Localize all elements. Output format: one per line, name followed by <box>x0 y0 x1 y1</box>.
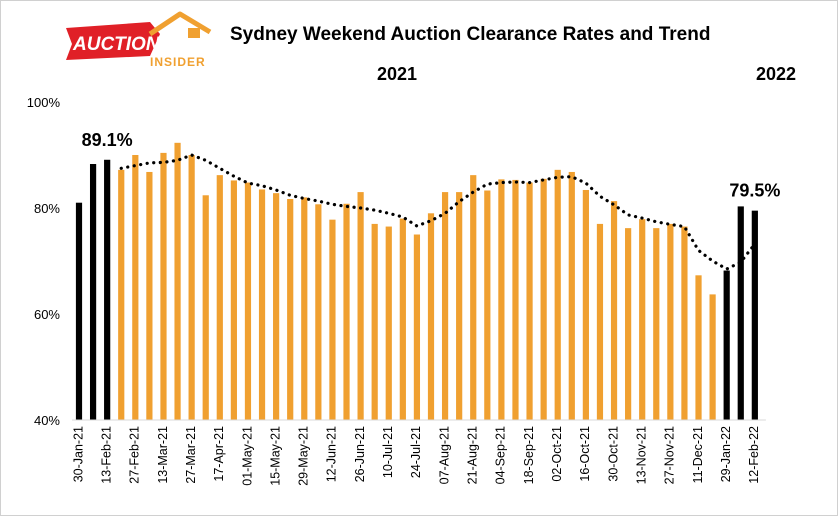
bar <box>639 219 646 420</box>
bar <box>526 182 533 420</box>
x-tick-label: 24-Jul-21 <box>409 426 423 478</box>
x-tick-label: 17-Apr-21 <box>212 426 226 482</box>
bar <box>610 201 618 420</box>
y-tick-label: 80% <box>34 201 60 216</box>
bar <box>104 159 111 420</box>
bar <box>498 179 505 420</box>
bar <box>427 213 435 420</box>
bar <box>470 175 477 420</box>
bar <box>723 270 730 420</box>
bar <box>174 142 181 420</box>
bar <box>667 223 674 420</box>
logo-word-auction: AUCTION <box>72 34 161 55</box>
x-tick-label: 04-Sep-21 <box>494 426 508 484</box>
bar <box>709 294 716 420</box>
x-tick-label: 10-Jul-21 <box>381 426 395 478</box>
auction-insider-logo: AUCTION INSIDER <box>66 11 212 69</box>
data-annotations: 89.1% 79.5% <box>82 130 781 201</box>
bar <box>695 275 702 420</box>
bar <box>75 202 83 420</box>
x-tick-label: 11-Dec-21 <box>691 426 705 483</box>
year-label-2022: 2022 <box>756 64 796 84</box>
y-tick-label: 40% <box>34 413 60 428</box>
x-tick-label: 27-Mar-21 <box>184 426 198 484</box>
bar <box>385 226 392 420</box>
y-tick-label: 60% <box>34 307 60 322</box>
trend-line <box>119 153 757 271</box>
bar <box>653 228 660 420</box>
x-tick-label: 15-May-21 <box>268 426 282 486</box>
x-tick-label: 27-Nov-21 <box>663 426 677 484</box>
bar <box>160 152 167 420</box>
bar <box>258 189 266 420</box>
x-tick-label: 13-Mar-21 <box>156 426 170 484</box>
bar <box>188 155 195 420</box>
x-tick-label: 12-Jun-21 <box>325 426 339 482</box>
bar <box>681 226 688 420</box>
bar <box>582 189 589 420</box>
x-tick-label: 12-Feb-22 <box>747 426 761 484</box>
bar <box>244 182 252 420</box>
bar <box>554 169 561 420</box>
x-tick-label: 26-Jun-21 <box>353 426 367 482</box>
x-tick-label: 07-Aug-21 <box>437 426 451 484</box>
bar <box>371 223 378 420</box>
bar <box>512 179 519 420</box>
bar <box>301 197 308 420</box>
bar <box>413 234 421 420</box>
bar <box>540 178 547 420</box>
x-axis: 30-Jan-21 13-Feb-21 27-Feb-21 13-Mar-21 27-M… <box>71 419 766 486</box>
x-tick-label: 18-Sep-21 <box>522 426 536 484</box>
bar <box>399 218 406 420</box>
bar <box>118 169 125 420</box>
bar <box>132 155 139 420</box>
bar <box>596 223 604 420</box>
bar <box>273 193 280 420</box>
bar <box>625 228 632 420</box>
chart-title: Sydney Weekend Auction Clearance Rates a… <box>230 24 710 45</box>
bar <box>230 180 237 420</box>
bar <box>216 175 223 420</box>
year-label-2021: 2021 <box>377 64 417 84</box>
bar <box>751 210 758 420</box>
x-tick-label: 02-Oct-21 <box>550 426 564 482</box>
y-tick-label: 100% <box>27 95 61 110</box>
x-tick-label: 30-Oct-21 <box>606 426 620 482</box>
x-tick-label: 21-Aug-21 <box>466 426 480 484</box>
logo-house-icon <box>188 28 200 38</box>
bar <box>357 192 364 420</box>
x-tick-label: 29-May-21 <box>297 426 311 486</box>
bar <box>343 203 350 420</box>
x-tick-label: 29-Jan-22 <box>719 426 733 482</box>
bar <box>568 171 575 420</box>
bar <box>329 219 336 420</box>
x-tick-label: 30-Jan-21 <box>71 426 85 482</box>
data-label: 89.1% <box>82 130 133 150</box>
x-tick-label: 27-Feb-21 <box>128 426 142 484</box>
bar <box>89 164 97 420</box>
bar <box>484 190 491 420</box>
logo-word-insider: INSIDER <box>150 55 206 69</box>
bar <box>146 171 153 420</box>
logo-roof-icon <box>148 11 212 37</box>
bar <box>737 206 744 420</box>
bar <box>441 192 449 420</box>
bar <box>315 204 322 420</box>
x-tick-label: 01-May-21 <box>240 426 254 486</box>
y-axis: 40% 60% 80% 100% <box>27 95 61 428</box>
data-label: 79.5% <box>729 181 780 201</box>
x-tick-label: 13-Feb-21 <box>99 426 113 484</box>
logo-banner-shape <box>66 22 160 60</box>
bar <box>287 198 294 420</box>
bar-series <box>75 142 758 420</box>
bar <box>456 192 463 420</box>
x-tick-label: 16-Oct-21 <box>578 426 592 482</box>
x-tick-label: 13-Nov-21 <box>634 426 648 484</box>
bar <box>202 195 209 420</box>
